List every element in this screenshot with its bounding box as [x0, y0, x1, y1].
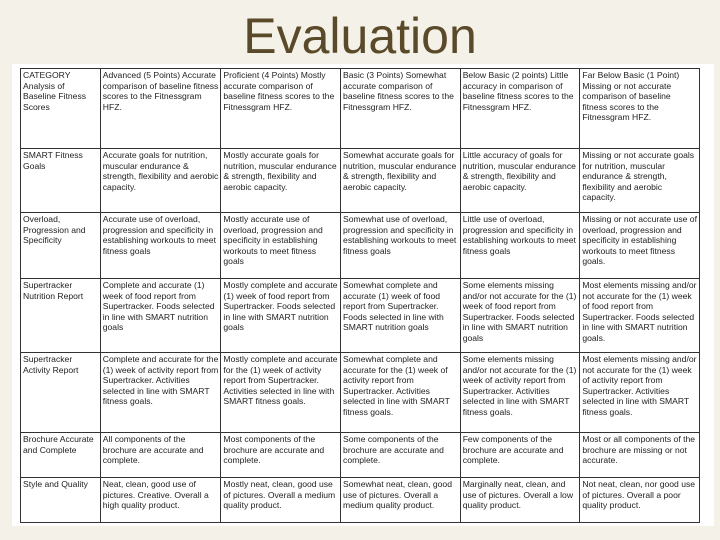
header-advanced-cell: Advanced (5 Points) Accurate comparison … — [99, 68, 222, 149]
header-below-basic-cell: Below Basic (2 points) Little accuracy i… — [459, 68, 581, 149]
advanced-cell: Accurate goals for nutrition, muscular e… — [99, 148, 222, 213]
category-cell: Supertracker Activity Report — [20, 352, 101, 433]
proficient-cell: Most components of the brochure are accu… — [220, 432, 342, 478]
proficient-cell: Mostly complete and accurate (1) week of… — [220, 278, 342, 353]
header-proficient-cell: Proficient (4 Points) Mostly accurate co… — [220, 68, 342, 149]
slide-title: Evaluation — [243, 8, 477, 64]
table-row: Overload, Progression and Specificity Ac… — [20, 212, 700, 279]
far-below-basic-cell: Not neat, clean, nor good use of picture… — [579, 477, 700, 523]
header-category-cell: CATEGORY Analysis of Baseline Fitness Sc… — [20, 68, 101, 149]
below-basic-cell: Marginally neat, clean, and use of pictu… — [459, 477, 581, 523]
header-basic-cell: Basic (3 Points) Somewhat accurate compa… — [340, 68, 461, 149]
proficient-cell: Mostly accurate goals for nutrition, mus… — [220, 148, 342, 213]
advanced-cell: Neat, clean, good use of pictures. Creat… — [99, 477, 222, 523]
below-basic-cell: Little use of overload, progression and … — [459, 212, 581, 279]
category-cell: Supertracker Nutrition Report — [20, 278, 101, 353]
basic-cell: Somewhat complete and accurate for the (… — [340, 352, 461, 433]
far-below-basic-cell: Most or all components of the brochure a… — [579, 432, 700, 478]
proficient-cell: Mostly accurate use of overload, progres… — [220, 212, 342, 279]
basic-cell: Somewhat complete and accurate (1) week … — [340, 278, 461, 353]
category-cell: Overload, Progression and Specificity — [20, 212, 101, 279]
table-row: Style and Quality Neat, clean, good use … — [20, 477, 700, 523]
advanced-cell: Complete and accurate for the (1) week o… — [99, 352, 222, 433]
rubric-header-row: CATEGORY Analysis of Baseline Fitness Sc… — [20, 68, 700, 149]
rubric-table: CATEGORY Analysis of Baseline Fitness Sc… — [20, 68, 700, 523]
table-row: SMART Fitness Goals Accurate goals for n… — [20, 148, 700, 213]
basic-cell: Some components of the brochure are accu… — [340, 432, 461, 478]
category-cell: SMART Fitness Goals — [20, 148, 101, 213]
advanced-cell: Complete and accurate (1) week of food r… — [99, 278, 222, 353]
far-below-basic-cell: Missing or not accurate goals for nutrit… — [579, 148, 700, 213]
basic-cell: Somewhat accurate goals for nutrition, m… — [340, 148, 461, 213]
below-basic-cell: Some elements missing and/or not accurat… — [459, 352, 581, 433]
far-below-basic-cell: Missing or not accurate use of overload,… — [579, 212, 700, 279]
below-basic-cell: Few components of the brochure are accur… — [459, 432, 581, 478]
category-cell: Brochure Accurate and Complete — [20, 432, 101, 478]
table-row: Supertracker Activity Report Complete an… — [20, 352, 700, 433]
category-cell: Style and Quality — [20, 477, 101, 523]
basic-cell: Somewhat neat, clean, good use of pictur… — [340, 477, 461, 523]
far-below-basic-cell: Most elements missing and/or not accurat… — [579, 278, 700, 353]
table-row: Brochure Accurate and Complete All compo… — [20, 432, 700, 478]
far-below-basic-cell: Most elements missing and/or not accurat… — [579, 352, 700, 433]
header-far-below-basic-cell: Far Below Basic (1 Point) Missing or not… — [579, 68, 700, 149]
proficient-cell: Mostly complete and accurate for the (1)… — [220, 352, 342, 433]
basic-cell: Somewhat use of overload, progression an… — [340, 212, 461, 279]
advanced-cell: Accurate use of overload, progression an… — [99, 212, 222, 279]
proficient-cell: Mostly neat, clean, good use of pictures… — [220, 477, 342, 523]
rubric-sheet: CATEGORY Analysis of Baseline Fitness Sc… — [12, 64, 714, 526]
table-row: Supertracker Nutrition Report Complete a… — [20, 278, 700, 353]
advanced-cell: All components of the brochure are accur… — [99, 432, 222, 478]
below-basic-cell: Little accuracy of goals for nutrition, … — [459, 148, 581, 213]
below-basic-cell: Some elements missing and/or not accurat… — [459, 278, 581, 353]
